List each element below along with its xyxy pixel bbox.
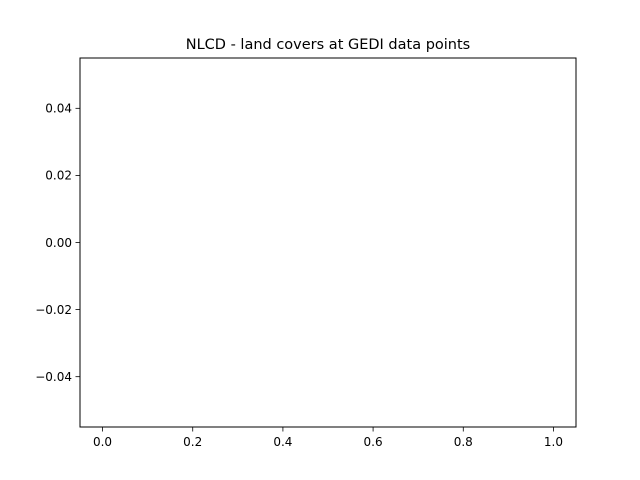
plot-area <box>80 58 576 427</box>
x-tick-label: 0.0 <box>93 435 112 449</box>
y-tick-label: 0.02 <box>45 169 72 183</box>
x-tick-label: 0.8 <box>454 435 473 449</box>
y-axis: −0.04 −0.02 0.00 0.02 0.04 <box>35 102 80 384</box>
y-tick-label: −0.04 <box>35 370 72 384</box>
x-axis: 0.0 0.2 0.4 0.6 0.8 1.0 <box>93 427 563 449</box>
x-tick-label: 1.0 <box>544 435 563 449</box>
x-tick-label: 0.6 <box>364 435 383 449</box>
chart-title: NLCD - land covers at GEDI data points <box>186 37 471 53</box>
x-tick-label: 0.4 <box>273 435 292 449</box>
y-tick-label: 0.00 <box>45 236 72 250</box>
x-tick-label: 0.2 <box>183 435 202 449</box>
plot-frame <box>79 57 577 428</box>
y-tick-label: −0.02 <box>35 303 72 317</box>
y-tick-label: 0.04 <box>45 102 72 116</box>
